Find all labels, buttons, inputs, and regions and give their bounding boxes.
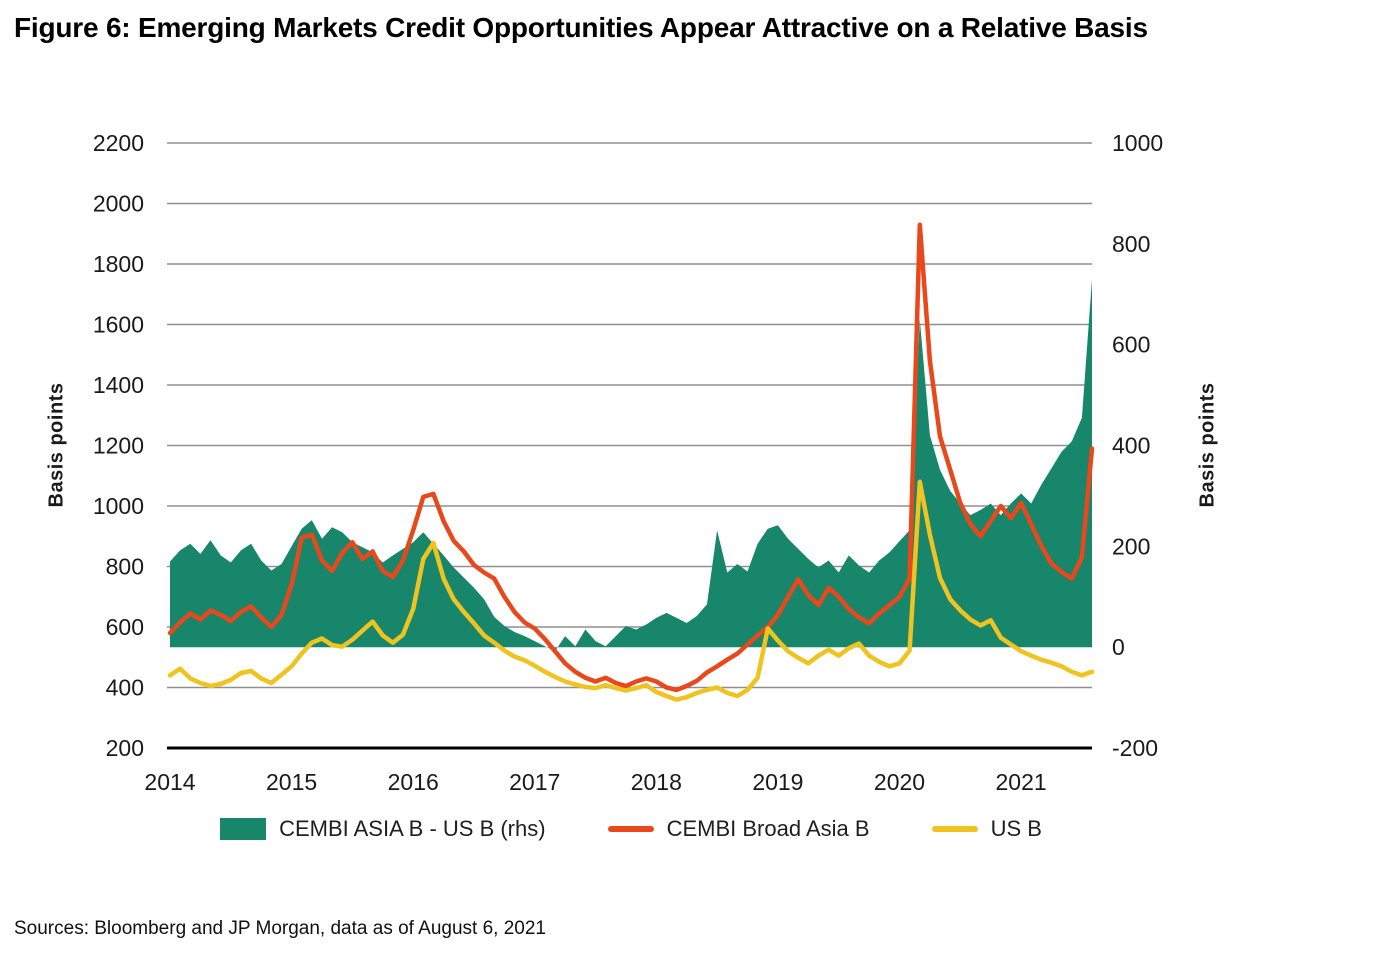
x-tick-label: 2014	[144, 769, 195, 795]
left-tick-label: 1600	[93, 312, 144, 338]
x-tick-label: 2018	[631, 769, 682, 795]
left-tick-label: 1000	[93, 493, 144, 519]
x-tick-label: 2016	[388, 769, 439, 795]
legend-label-cembi-broad-asia-b: CEMBI Broad Asia B	[666, 816, 870, 841]
left-tick-label: 800	[106, 554, 144, 580]
left-tick-label: 400	[106, 675, 144, 701]
right-tick-label: 0	[1112, 634, 1125, 660]
left-tick-label: 1800	[93, 251, 144, 277]
right-tick-label: 600	[1112, 332, 1150, 358]
left-tick-label: 1200	[93, 433, 144, 459]
legend-swatch-area-icon	[220, 818, 267, 840]
x-tick-label: 2019	[752, 769, 803, 795]
right-tick-label: 1000	[1112, 130, 1163, 156]
right-tick-label: 800	[1112, 231, 1150, 257]
area-series-0	[170, 279, 1092, 652]
legend-label-spread: CEMBI ASIA B - US B (rhs)	[279, 816, 546, 841]
legend-swatch-line-icon	[607, 826, 654, 832]
left-tick-label: 2200	[93, 130, 144, 156]
legend-item-spread: CEMBI ASIA B - US B (rhs)	[220, 816, 546, 842]
legend-label-us-b: US B	[990, 816, 1042, 841]
x-tick-label: 2017	[509, 769, 560, 795]
line-series-2	[167, 479, 1095, 702]
figure-title: Figure 6: Emerging Markets Credit Opport…	[14, 12, 1148, 43]
line-series-1	[167, 222, 1095, 693]
x-tick-label: 2020	[874, 769, 925, 795]
x-tick-label: 2021	[996, 769, 1047, 795]
chart-legend: CEMBI ASIA B - US B (rhs) CEMBI Broad As…	[170, 816, 1092, 842]
legend-item-cembi-broad-asia-b: CEMBI Broad Asia B	[607, 816, 870, 842]
x-tick-label: 2015	[266, 769, 317, 795]
left-tick-label: 2000	[93, 191, 144, 217]
source-text: Sources: Bloomberg and JP Morgan, data a…	[14, 918, 546, 939]
left-tick-label: 200	[106, 735, 144, 761]
right-tick-label: 200	[1112, 533, 1150, 559]
right-tick-label: 400	[1112, 433, 1150, 459]
legend-swatch-line-icon	[931, 826, 978, 832]
legend-item-us-b: US B	[931, 816, 1042, 842]
left-tick-label: 600	[106, 614, 144, 640]
left-tick-label: 1400	[93, 372, 144, 398]
right-tick-label: -200	[1112, 735, 1158, 761]
